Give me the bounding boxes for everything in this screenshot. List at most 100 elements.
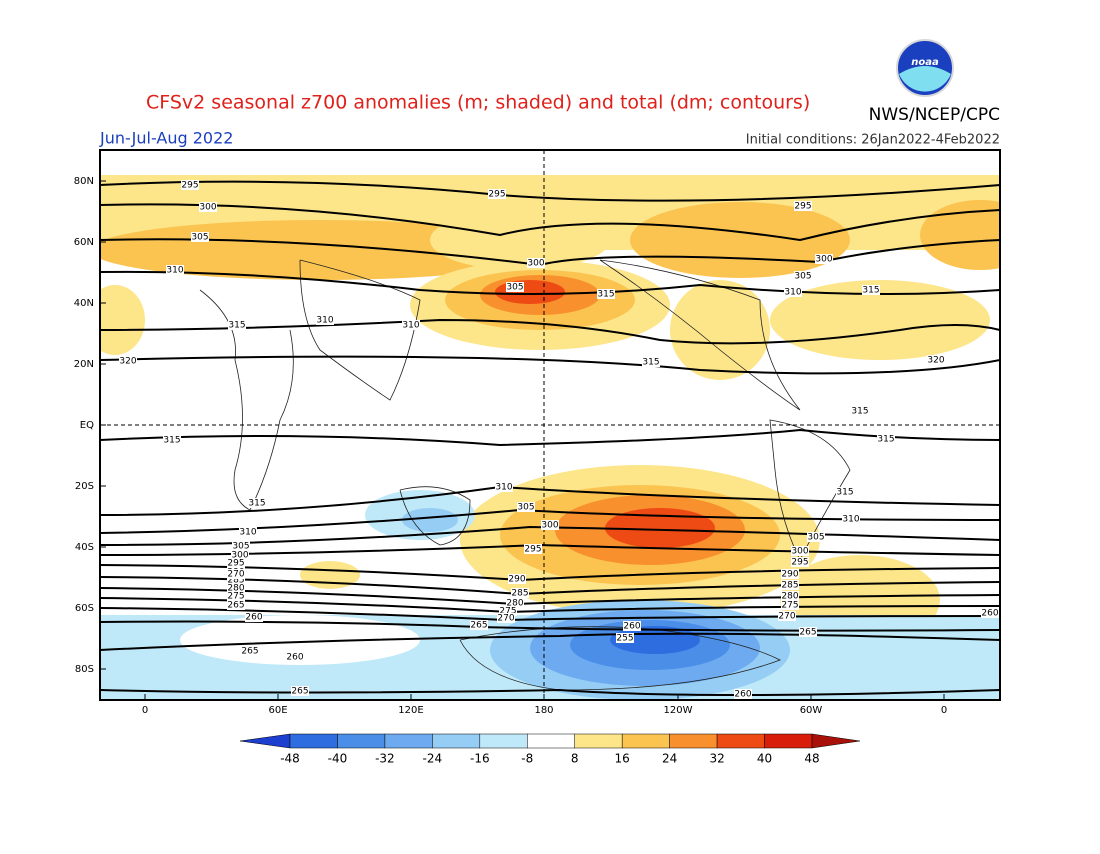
- period: Jun-Jul-Aug 2022: [99, 129, 233, 148]
- contour-label-bg: [981, 608, 999, 618]
- contour-label: 300: [199, 203, 216, 213]
- colorbar-segment: [574, 733, 623, 749]
- contour-label-bg: [524, 544, 542, 554]
- colorbar-segment: [527, 733, 575, 749]
- lat-label: 80S: [75, 664, 94, 675]
- contour-label: 305: [794, 272, 811, 282]
- colorbar: -48 -40 -32 -24 -16 -8 8 16 24 32 40 48: [239, 733, 861, 766]
- contour-label: 280: [227, 584, 244, 594]
- svg-text:noaa: noaa: [911, 57, 939, 68]
- contour-label-bg: [227, 569, 245, 579]
- colorbar-segment: [384, 733, 433, 749]
- contour-label-bg: [781, 591, 799, 601]
- contour-label: 295: [181, 181, 198, 191]
- contour-label-bg: [851, 406, 869, 416]
- contour-label-bg: [815, 254, 833, 264]
- contour-label-bg: [402, 320, 420, 330]
- colorbar-segment: [479, 733, 528, 749]
- lat-label: 60S: [75, 603, 94, 614]
- contour-label-bg: [807, 532, 825, 542]
- lon-label: 180: [534, 705, 553, 716]
- contour-label-bg: [799, 627, 817, 637]
- lat-label: 20S: [75, 481, 94, 492]
- contour-label: 315: [862, 286, 879, 296]
- contour-label: 285: [227, 576, 244, 586]
- contour-label-bg: [506, 282, 524, 292]
- colorbar-label: 48: [804, 752, 819, 766]
- colorbar-label: -40: [328, 752, 348, 766]
- colorbar-segment: [669, 733, 718, 749]
- contour-label-bg: [228, 320, 246, 330]
- colorbar-segment: [289, 733, 338, 749]
- contour-label: 305: [807, 533, 824, 543]
- contour-label-bg: [842, 514, 860, 524]
- contour-label: 275: [781, 601, 798, 611]
- contour-label-bg: [227, 558, 245, 568]
- contour-label-bg: [517, 502, 535, 512]
- contour-label: 295: [488, 190, 505, 200]
- contour-label: 315: [163, 436, 180, 446]
- contour-label: 265: [227, 601, 244, 611]
- contour-label: 305: [506, 283, 523, 293]
- contour-label: 260: [286, 653, 303, 663]
- contour-label: 265: [799, 628, 816, 638]
- noaa-logo: noaa: [896, 39, 954, 97]
- colorbar-max: [811, 733, 861, 749]
- contour-label: 315: [877, 435, 894, 445]
- lon-label: 0: [142, 705, 148, 716]
- contour-label: 290: [781, 570, 798, 580]
- contour-label: 265: [291, 687, 308, 697]
- contour-label-bg: [541, 520, 559, 530]
- contour-label: 270: [497, 614, 514, 624]
- contour-label: 315: [836, 488, 853, 498]
- colorbar-segment: [337, 733, 386, 749]
- contour-label-bg: [791, 557, 809, 567]
- contour-label-bg: [232, 541, 250, 551]
- contour-label-bg: [239, 527, 257, 537]
- lat-label: 60N: [74, 237, 94, 248]
- contour-label: 315: [597, 290, 614, 300]
- grid: [100, 150, 1000, 700]
- lon-label: 0: [941, 705, 947, 716]
- contour-label-bg: [791, 546, 809, 556]
- contour-label: 300: [231, 551, 248, 561]
- contour-label: 275: [499, 607, 516, 617]
- contour-label: 305: [191, 233, 208, 243]
- contour-label-bg: [781, 569, 799, 579]
- contour-label-bg: [623, 621, 641, 631]
- contour-label-bg: [291, 686, 309, 696]
- colorbar-label: -24: [423, 752, 443, 766]
- contour-label-bg: [734, 689, 752, 699]
- contour-label-bg: [495, 482, 513, 492]
- contour-label-bg: [794, 271, 812, 281]
- lat-label: 20N: [74, 359, 94, 370]
- contour-label-bg: [231, 550, 249, 560]
- contour-label-bg: [181, 180, 199, 190]
- agency: NWS/NCEP/CPC: [869, 105, 1000, 125]
- contour-label-bg: [286, 652, 304, 662]
- lon-label: 120W: [664, 705, 693, 716]
- contour-label-bg: [862, 285, 880, 295]
- contour-label: 315: [248, 499, 265, 509]
- contour-label-bg: [163, 435, 181, 445]
- lon-label: 60E: [268, 705, 287, 716]
- lon-label: 120E: [398, 705, 423, 716]
- contour-label-bg: [527, 258, 545, 268]
- contour-label: 295: [791, 558, 808, 568]
- contour-label-bg: [836, 487, 854, 497]
- contour-label-bg: [877, 434, 895, 444]
- contour-label-bg: [781, 580, 799, 590]
- title: CFSv2 seasonal z700 anomalies (m; shaded…: [146, 92, 810, 114]
- contour-label: 315: [228, 321, 245, 331]
- contour-label-bg: [784, 287, 802, 297]
- contour-label-bg: [227, 575, 245, 585]
- contour-label: 310: [842, 515, 859, 525]
- contour-label: 255: [616, 634, 633, 644]
- contour-label: 260: [734, 690, 751, 700]
- contour-label-bg: [241, 646, 259, 656]
- contour-label: 310: [495, 483, 512, 493]
- contour-label-bg: [488, 189, 506, 199]
- coastlines: [199, 259, 851, 691]
- contour-label-bg: [191, 232, 209, 242]
